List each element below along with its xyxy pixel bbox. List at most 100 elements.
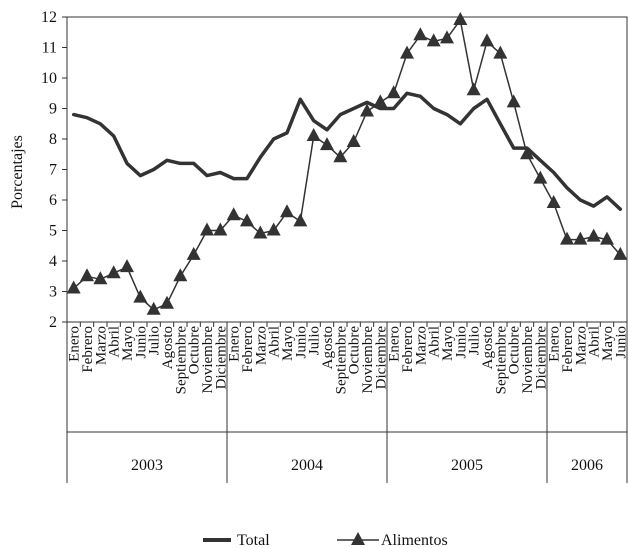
x-month-label: Abril xyxy=(267,326,283,358)
year-label: 2005 xyxy=(451,457,483,474)
y-tick-label: 8 xyxy=(49,131,57,148)
x-month-label: Agosto xyxy=(320,326,336,369)
alimentos-point-marker xyxy=(560,231,574,245)
x-month-label: Septiembre xyxy=(493,326,509,395)
x-month-label: Junio xyxy=(293,326,309,359)
alimentos-point-marker xyxy=(93,271,108,285)
y-tick-label: 12 xyxy=(41,9,57,26)
alimentos-point-marker xyxy=(186,246,201,260)
x-month-label: Febrero xyxy=(560,326,576,373)
x-month-label: Octubre xyxy=(507,326,523,375)
y-tick-label: 6 xyxy=(49,192,57,209)
x-month-label: Diciembre xyxy=(373,326,389,390)
alimentos-point-marker xyxy=(280,204,294,218)
alimentos-point-marker xyxy=(400,45,414,59)
x-month-label: Enero xyxy=(547,326,563,362)
alimentos-point-marker xyxy=(533,170,548,184)
alimentos-point-marker xyxy=(453,12,468,26)
x-month-label: Enero xyxy=(387,326,403,362)
x-month-label: Marzo xyxy=(253,326,269,365)
year-label: 2006 xyxy=(571,457,603,474)
alimentos-point-marker xyxy=(360,103,374,117)
alimentos-point-marker xyxy=(173,268,188,282)
x-month-label: Octubre xyxy=(347,326,363,375)
x-axis-year-labels: 2003 2004 2005 2006 xyxy=(66,322,628,483)
x-month-label: Febrero xyxy=(400,326,416,373)
alimentos-point-marker xyxy=(520,146,534,160)
x-month-label: Enero xyxy=(227,326,243,362)
y-tick-label: 11 xyxy=(42,40,57,57)
alimentos-point-marker xyxy=(413,27,428,41)
alimentos-point-marker xyxy=(293,213,308,227)
alimentos-point-marker xyxy=(346,134,361,148)
x-month-label: Mayo xyxy=(440,326,456,361)
alimentos-point-marker xyxy=(480,33,494,47)
x-month-label: Octubre xyxy=(187,326,203,375)
x-axis-month-labels: EneroFebreroMarzoAbrilMayoJunioJulioAgos… xyxy=(66,322,629,395)
alimentos-point-marker xyxy=(146,301,161,315)
y-tick-label: 4 xyxy=(49,253,57,270)
legend-total-label: Total xyxy=(237,532,270,548)
alimentos-point-marker xyxy=(80,268,94,282)
y-tick-label: 3 xyxy=(49,284,57,301)
alimentos-point-marker xyxy=(253,225,268,239)
alimentos-point-marker xyxy=(106,265,121,279)
alimentos-point-marker xyxy=(306,127,321,141)
x-month-label: Septiembre xyxy=(333,326,349,395)
y-axis-ticks: 2 3 4 5 6 7 8 9 10 11 12 xyxy=(41,9,67,331)
x-month-label: Marzo xyxy=(93,326,109,365)
x-month-label: Mayo xyxy=(120,326,136,361)
alimentos-point-marker xyxy=(506,94,521,108)
x-month-label: Enero xyxy=(67,326,83,362)
alimentos-point-marker xyxy=(600,231,614,245)
year-label: 2004 xyxy=(291,457,323,474)
x-month-label: Marzo xyxy=(413,326,429,365)
year-label: 2003 xyxy=(131,457,163,474)
legend: Total Alimentos xyxy=(203,532,448,548)
series-line-total xyxy=(71,91,623,211)
alimentos-point-marker xyxy=(440,30,454,44)
x-month-label: Mayo xyxy=(600,326,616,361)
x-month-label: Febrero xyxy=(80,326,96,373)
legend-alimentos-marker xyxy=(351,532,365,545)
x-month-label: Abril xyxy=(107,326,123,358)
x-month-label: Abril xyxy=(427,326,443,358)
x-month-label: Junio xyxy=(453,326,469,359)
alimentos-point-marker xyxy=(66,280,81,294)
alimentos-point-marker xyxy=(573,231,588,245)
y-tick-label: 7 xyxy=(49,162,57,179)
y-tick-label: 9 xyxy=(49,101,57,118)
y-tick-label: 5 xyxy=(49,223,57,240)
alimentos-point-marker xyxy=(386,85,401,99)
x-month-label: Septiembre xyxy=(173,326,189,395)
y-tick-label: 2 xyxy=(49,314,57,331)
x-month-label: Febrero xyxy=(240,326,256,373)
series-line-alimentos xyxy=(72,19,622,311)
x-month-label: Noviembre xyxy=(200,326,216,394)
x-month-label: Diciembre xyxy=(213,326,229,390)
y-axis-label: Porcentajes xyxy=(9,135,26,209)
x-month-label: Mayo xyxy=(280,326,296,361)
alimentos-point-marker xyxy=(493,45,508,59)
x-month-label: Julio xyxy=(467,326,483,355)
alimentos-point-marker xyxy=(373,94,388,108)
x-month-label: Julio xyxy=(307,326,323,355)
alimentos-point-marker xyxy=(226,207,241,221)
alimentos-point-marker xyxy=(133,289,148,303)
x-month-label: Marzo xyxy=(573,326,589,365)
x-month-label: Noviembre xyxy=(360,326,376,394)
x-month-label: Agosto xyxy=(160,326,176,369)
alimentos-point-marker xyxy=(613,246,628,260)
alimentos-point-marker xyxy=(320,137,334,151)
alimentos-point-marker xyxy=(240,213,254,227)
alimentos-point-marker xyxy=(120,259,134,273)
x-month-label: Noviembre xyxy=(520,326,536,394)
alimentos-point-marker xyxy=(213,222,228,236)
alimentos-point-marker xyxy=(426,33,441,47)
x-month-label: Julio xyxy=(147,326,163,355)
x-month-label: Junio xyxy=(613,326,629,359)
alimentos-point-marker xyxy=(160,295,174,309)
alimentos-point-marker xyxy=(466,82,481,96)
y-tick-label: 10 xyxy=(41,70,57,87)
